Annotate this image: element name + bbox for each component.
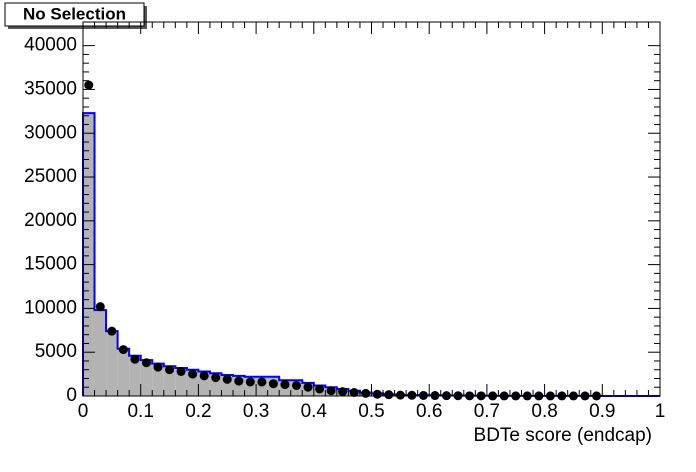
histogram-bar	[198, 371, 210, 396]
x-tick-label: 0.9	[589, 401, 615, 422]
data-point	[407, 390, 417, 400]
data-point	[211, 373, 221, 383]
data-point	[222, 374, 232, 384]
y-tick-label: 20000	[24, 210, 77, 231]
data-point	[199, 371, 209, 381]
data-point	[372, 389, 382, 399]
y-tick-label: 10000	[24, 297, 77, 318]
x-tick-label: 0.4	[301, 401, 328, 422]
histogram-bar	[94, 310, 107, 396]
data-point	[234, 376, 244, 386]
histogram-bar	[186, 369, 199, 396]
data-point	[176, 366, 186, 376]
data-point	[291, 380, 301, 390]
data-point	[141, 358, 151, 368]
histogram-bar	[175, 367, 187, 396]
data-point	[84, 80, 94, 90]
data-point	[95, 302, 105, 312]
data-point	[268, 379, 278, 389]
data-point	[257, 377, 267, 387]
data-point	[384, 390, 394, 400]
data-point	[130, 354, 140, 364]
data-point	[165, 365, 175, 375]
histogram-bar	[152, 363, 164, 396]
data-point	[188, 369, 198, 379]
y-tick-label: 30000	[24, 122, 77, 143]
histogram-bar	[83, 113, 95, 396]
data-point	[280, 380, 290, 390]
histogram-bar	[233, 375, 245, 396]
x-tick-label: 0.1	[127, 401, 153, 422]
data-point	[118, 345, 128, 355]
y-tick-label: 5000	[35, 341, 77, 362]
data-point	[303, 382, 313, 392]
histogram-bar	[117, 348, 130, 396]
data-point	[395, 390, 405, 400]
data-point	[245, 377, 255, 387]
title-box	[4, 2, 145, 27]
x-tick-label: 0.5	[358, 401, 384, 422]
histogram-bar	[209, 373, 222, 396]
y-tick-label: 25000	[24, 166, 77, 187]
y-tick-label: 15000	[24, 254, 77, 275]
data-point	[107, 326, 117, 336]
data-point	[153, 362, 163, 372]
data-point	[361, 388, 371, 398]
data-point	[326, 386, 336, 396]
x-tick-label: 0.3	[243, 401, 269, 422]
x-tick-label: 1	[655, 401, 666, 422]
x-tick-label: 0.6	[416, 401, 442, 422]
y-tick-label: 35000	[24, 78, 77, 99]
y-tick-label: 0	[66, 385, 77, 406]
histogram-bar	[129, 355, 141, 396]
x-tick-label: 0.2	[185, 401, 211, 422]
chart-title: No Selection	[23, 4, 126, 23]
x-axis-label: BDTe score (endcap)	[474, 425, 652, 446]
x-tick-label: 0	[78, 401, 89, 422]
data-point	[315, 384, 325, 394]
data-point	[349, 387, 359, 397]
data-point	[418, 390, 428, 400]
data-point	[338, 387, 348, 397]
x-tick-label: 0.7	[474, 401, 500, 422]
histogram-bar	[106, 331, 118, 396]
x-tick-label: 0.8	[531, 401, 557, 422]
histogram-bar	[221, 374, 234, 396]
histogram-bar	[163, 366, 176, 396]
histogram-bar	[140, 360, 153, 396]
y-tick-label: 40000	[24, 35, 77, 56]
